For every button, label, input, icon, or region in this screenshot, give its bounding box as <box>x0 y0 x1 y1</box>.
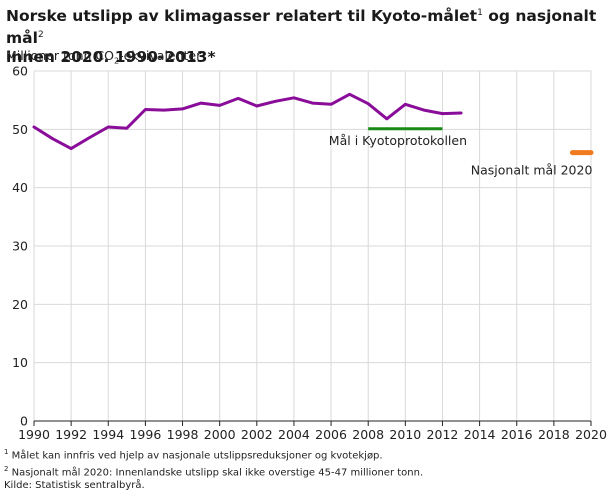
footnote-1-text: Målet kan innfris ved hjelp av nasjonale… <box>8 450 383 462</box>
data-point-2002 <box>255 104 259 108</box>
x-tick-label-1990: 1990 <box>18 427 50 442</box>
y-tick-label-40: 40 <box>12 180 28 195</box>
data-point-2011 <box>422 108 426 112</box>
x-tick-label-2016: 2016 <box>501 427 533 442</box>
data-point-1997 <box>162 108 166 112</box>
y-tick-label-30: 30 <box>12 239 28 254</box>
x-tick-label-1992: 1992 <box>55 427 87 442</box>
data-point-2001 <box>236 97 240 100</box>
data-point-1990 <box>32 125 36 129</box>
y-axis-label-sub: 2 <box>113 56 120 66</box>
data-point-1999 <box>199 101 203 105</box>
x-tick-label-2018: 2018 <box>538 427 570 442</box>
chart-title: Norske utslipp av klimagasser relatert t… <box>6 4 606 67</box>
y-axis-label-post: -ekvivalenter <box>119 48 202 63</box>
data-point-2013 <box>459 111 463 115</box>
y-axis-label: Millioner tonn CO2-ekvivalenter <box>6 48 201 66</box>
title-text-3: innen 2020. 1990-2013* <box>6 48 216 67</box>
data-point-1991 <box>51 137 54 140</box>
data-point-1993 <box>88 136 91 139</box>
data-point-1995 <box>125 126 129 130</box>
x-tick-label-2006: 2006 <box>315 427 347 442</box>
title-footnote-mark-1: 1 <box>477 8 483 18</box>
data-point-2003 <box>274 100 277 103</box>
x-tick-label-1994: 1994 <box>92 427 124 442</box>
footnote-2: 2 Nasjonalt mål 2020: Innenlandske utsli… <box>4 463 423 480</box>
y-axis-label-pre: Millioner tonn CO <box>6 48 114 63</box>
footnote-1: 1 Målet kan innfris ved hjelp av nasjona… <box>4 446 423 463</box>
y-tick-label-60: 60 <box>12 64 28 79</box>
kyoto-target-label: Mål i Kyotoprotokollen <box>329 133 467 148</box>
data-point-2004 <box>292 96 296 100</box>
y-tick-label-20: 20 <box>12 297 28 312</box>
x-tick-label-2012: 2012 <box>427 427 459 442</box>
series-line-1 <box>32 92 463 151</box>
data-point-1992 <box>69 147 73 150</box>
data-point-1994 <box>106 125 110 129</box>
x-tick-label-2014: 2014 <box>464 427 496 442</box>
data-point-2000 <box>218 104 221 107</box>
y-tick-label-0: 0 <box>20 414 28 429</box>
footnotes: 1 Målet kan innfris ved hjelp av nasjona… <box>4 446 423 492</box>
title-text-1: Norske utslipp av klimagasser relatert t… <box>6 7 478 26</box>
data-point-2012 <box>441 112 444 115</box>
y-tick-label-50: 50 <box>12 122 28 137</box>
data-point-2006 <box>329 102 333 106</box>
source-note: Kilde: Statistisk sentralbyrå. <box>4 479 145 491</box>
x-tick-label-2008: 2008 <box>352 427 384 442</box>
x-tick-label-2020: 2020 <box>575 427 607 442</box>
footnote-1-mark: 1 <box>4 448 9 456</box>
footnote-2-mark: 2 <box>4 464 9 473</box>
y-tick-label-10: 10 <box>12 355 28 370</box>
data-point-2008 <box>366 102 370 105</box>
data-point-2007 <box>348 93 351 96</box>
x-tick-label-2002: 2002 <box>241 427 273 442</box>
title-text-2: og nasjonalt mål <box>6 7 597 48</box>
footnote-2-text: Nasjonalt mål 2020: Innenlandske utslipp… <box>8 467 424 479</box>
data-point-2009 <box>385 117 389 121</box>
x-tick-label-2010: 2010 <box>389 427 421 442</box>
x-tick-label-1996: 1996 <box>129 427 161 442</box>
data-point-1998 <box>181 107 184 111</box>
national-target-label: Nasjonalt mål 2020 <box>471 163 593 178</box>
title-footnote-mark-2: 2 <box>37 30 44 41</box>
x-tick-label-1998: 1998 <box>167 427 199 442</box>
x-tick-label-2004: 2004 <box>278 427 310 442</box>
data-point-2005 <box>311 101 314 105</box>
data-point-1996 <box>144 108 147 111</box>
data-point-2010 <box>404 102 407 106</box>
x-tick-label-2000: 2000 <box>204 427 236 442</box>
